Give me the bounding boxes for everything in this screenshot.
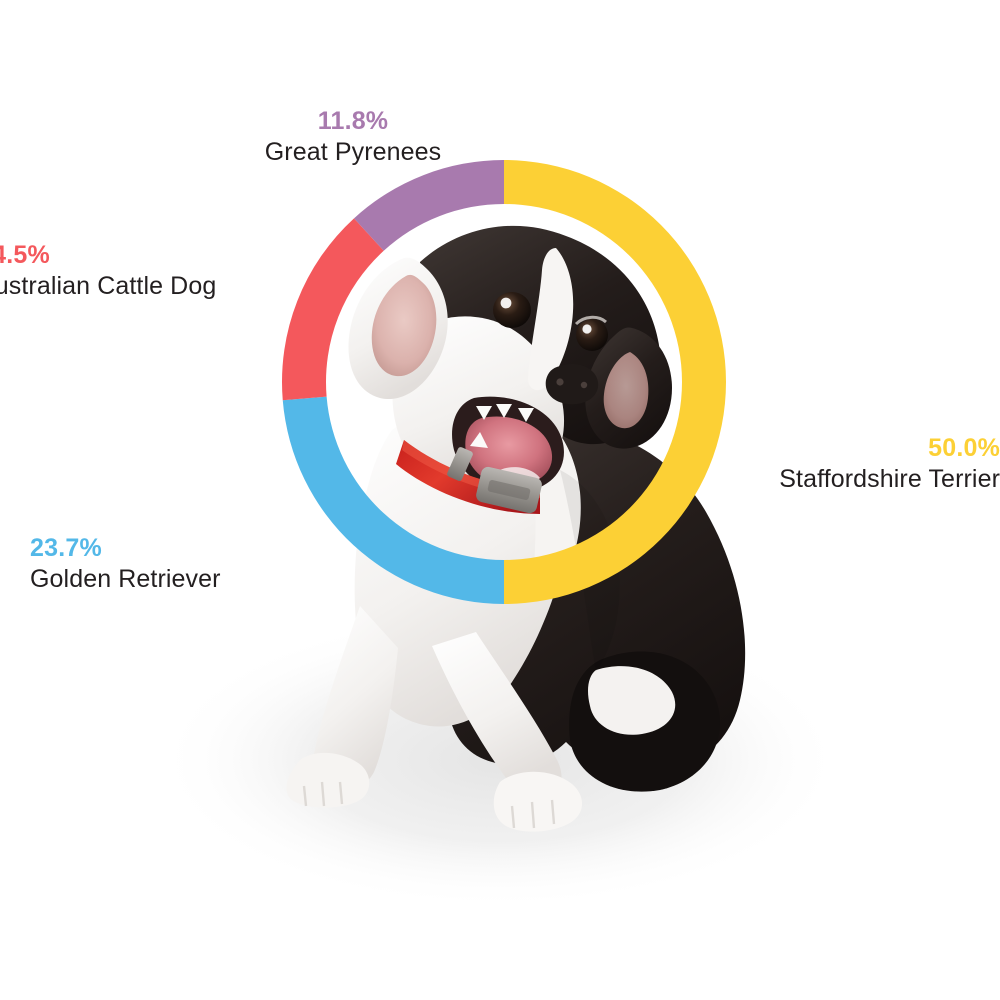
donut-slice-staffordshire-terrier[interactable] — [504, 160, 726, 604]
slice-name-great-pyrenees: Great Pyrenees — [264, 138, 442, 166]
slice-name-australian-cattle-dog: Australian Cattle Dog — [0, 272, 217, 300]
slice-label-staffordshire-terrier[interactable]: 50.0% Staffordshire Terrier — [740, 433, 1000, 495]
slice-percent-golden-retriever: 23.7% — [30, 534, 102, 562]
slice-percent-great-pyrenees: 11.8% — [317, 107, 389, 135]
donut-slice-australian-cattle-dog[interactable] — [282, 218, 384, 401]
slice-percent-staffordshire-terrier: 50.0% — [928, 434, 1000, 462]
donut-slice-golden-retriever[interactable] — [282, 396, 504, 604]
slice-label-australian-cattle-dog[interactable]: 14.5% Australian Cattle Dog — [0, 240, 288, 302]
slice-name-staffordshire-terrier: Staffordshire Terrier — [779, 465, 1000, 493]
slice-label-great-pyrenees[interactable]: 11.8% Great Pyrenees — [183, 106, 523, 168]
donut-slice-great-pyrenees[interactable] — [354, 160, 504, 251]
slice-label-golden-retriever[interactable]: 23.7% Golden Retriever — [30, 533, 340, 595]
slice-percent-australian-cattle-dog: 14.5% — [0, 241, 50, 269]
slice-name-golden-retriever: Golden Retriever — [30, 565, 221, 593]
